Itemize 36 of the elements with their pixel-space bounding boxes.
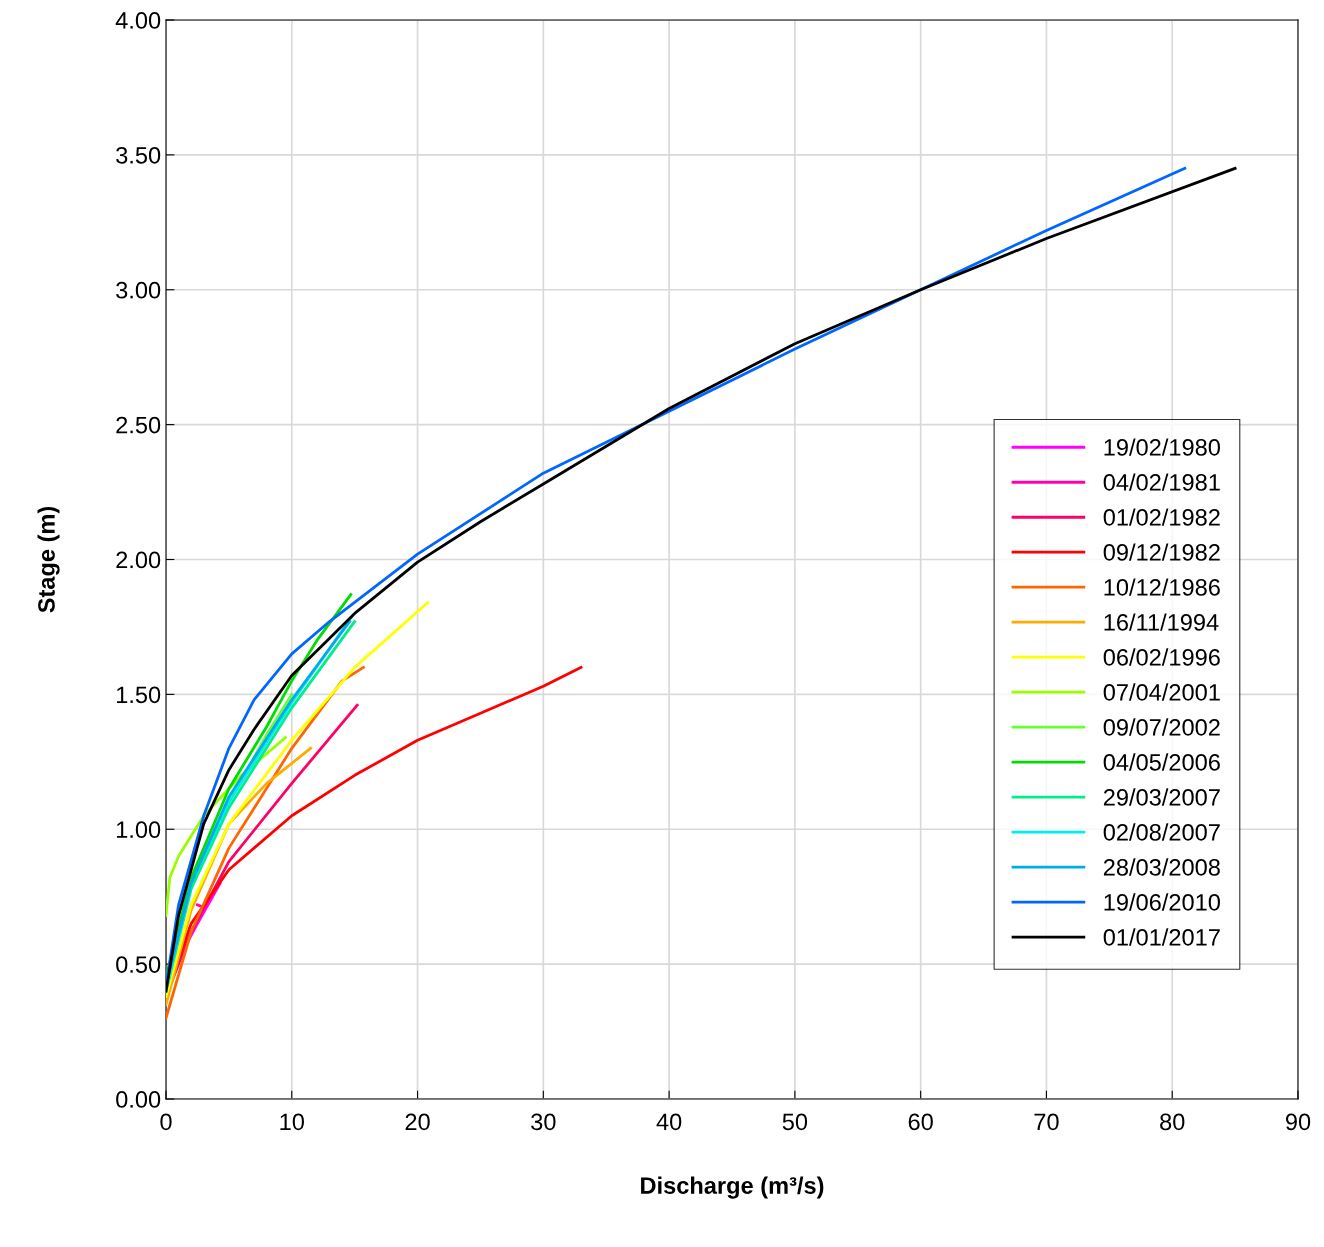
legend-label: 16/11/1994	[1104, 613, 1219, 631]
x-tick-label: 80	[1160, 1113, 1185, 1131]
y-tick-label: 0.50	[116, 956, 161, 973]
legend-label: 09/12/1982	[1103, 543, 1220, 561]
legend-label: 07/04/2001	[1103, 683, 1220, 701]
x-axis-title: Discharge (m³/s)	[641, 1176, 824, 1199]
legend-label: 19/06/2010	[1104, 893, 1220, 911]
legend-label: 04/05/2006	[1103, 753, 1220, 771]
y-tick-label: 2.50	[116, 416, 161, 434]
x-tick-label: 70	[1034, 1113, 1059, 1131]
x-tick-label: 40	[656, 1113, 682, 1131]
legend-label: 01/01/2017	[1103, 928, 1220, 946]
x-tick-label: 0	[160, 1113, 172, 1131]
y-tick-label: 1.50	[116, 686, 161, 704]
x-tick-label: 50	[782, 1113, 808, 1131]
y-tick-label: 3.50	[116, 146, 161, 164]
legend-label: 29/03/2007	[1103, 788, 1220, 806]
y-axis-title: Stage (m)	[37, 506, 60, 613]
x-tick-label: 90	[1285, 1113, 1311, 1131]
legend-label: 06/02/1996	[1103, 648, 1220, 666]
x-tick-label: 20	[405, 1113, 430, 1131]
legend-label: 01/02/1982	[1103, 508, 1220, 526]
y-tick-label: 1.00	[116, 821, 161, 839]
legend-label: 02/08/2007	[1103, 823, 1220, 841]
x-tick-label: 60	[908, 1113, 933, 1131]
x-tick-label: 30	[531, 1113, 556, 1131]
legend-label: 28/03/2008	[1103, 858, 1220, 876]
x-tick-label: 10	[280, 1113, 304, 1131]
legend-label: 19/02/1980	[1104, 438, 1220, 456]
legend-label: 09/07/2002	[1103, 718, 1220, 736]
y-tick-label: 2.00	[116, 551, 161, 569]
y-tick-label: 0.00	[116, 1091, 161, 1108]
y-tick-label: 4.00	[115, 12, 161, 29]
legend-label: 10/12/1986	[1104, 578, 1220, 596]
legend-label: 04/02/1981	[1103, 473, 1220, 491]
y-tick-label: 3.00	[116, 281, 161, 299]
